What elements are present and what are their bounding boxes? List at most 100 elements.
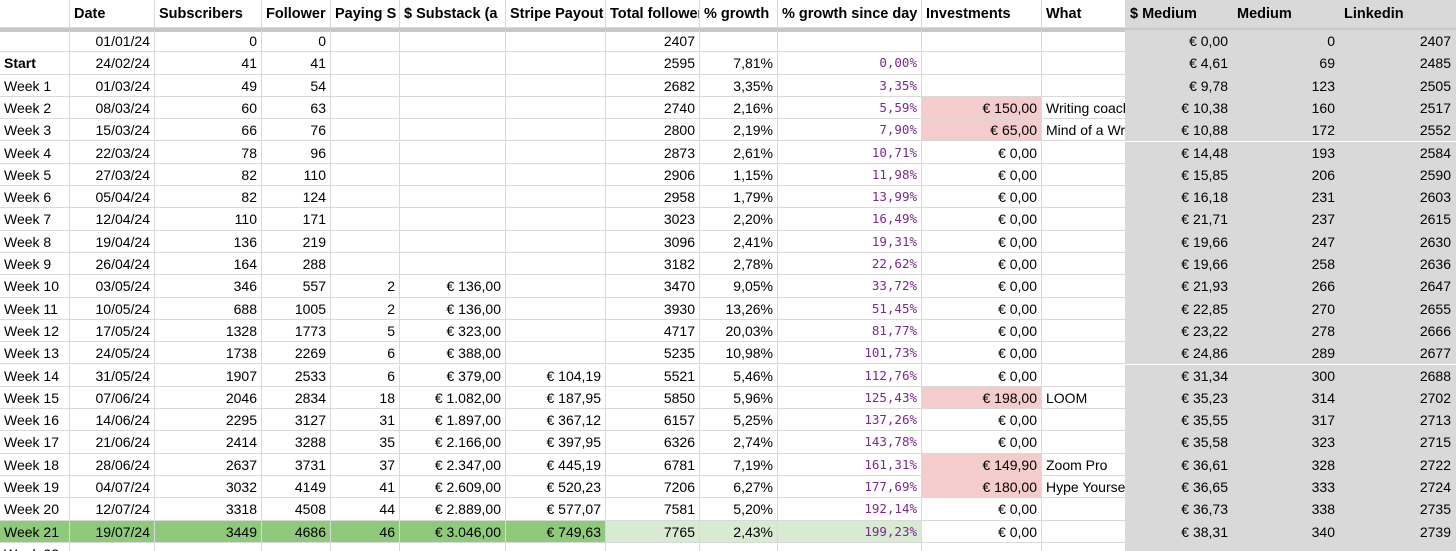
cell-percent-growth-since-day[interactable]: 125,43% [778,386,922,410]
cell-followers[interactable]: 76 [262,119,331,142]
cell-dollar-medium[interactable]: € 38,31 [1126,520,1233,543]
cell-paying-subscribers[interactable] [331,96,400,120]
cell-substack-revenue[interactable]: € 323,00 [400,319,506,343]
cell-row-label[interactable]: Week 22 [0,542,70,551]
cell-row-label[interactable]: Week 5 [0,163,70,187]
cell-linkedin[interactable]: 2735 [1340,498,1456,521]
cell-followers[interactable]: 4149 [262,476,331,499]
cell-substack-revenue[interactable] [400,208,506,231]
cell-substack-revenue[interactable]: € 2.347,00 [400,453,506,476]
cell-stripe-payout[interactable]: € 749,63 [506,520,606,543]
cell-percent-growth-since-day[interactable]: 81,77% [778,319,922,343]
cell-paying-subscribers[interactable]: 2 [331,297,400,320]
cell-row-label[interactable]: Week 17 [0,431,70,454]
cell-row-label[interactable] [0,30,70,53]
cell-dollar-medium[interactable]: € 36,73 [1126,498,1233,521]
cell-percent-growth[interactable]: 5,46% [700,364,778,387]
cell-dollar-medium[interactable]: € 36,65 [1126,476,1233,499]
cell-investments[interactable]: € 0,00 [922,253,1042,276]
cell-substack-revenue[interactable]: € 2.609,00 [400,476,506,499]
cell-subscribers[interactable]: 82 [155,163,262,187]
cell-substack-revenue[interactable] [400,52,506,75]
column-header-percent-growth[interactable]: % growth [700,0,778,28]
cell-substack-revenue[interactable]: € 379,00 [400,364,506,387]
cell-subscribers[interactable]: 3318 [155,498,262,521]
cell-percent-growth-since-day[interactable]: 33,72% [778,275,922,298]
cell-followers[interactable]: 0 [262,30,331,53]
cell-linkedin[interactable]: 2715 [1340,431,1456,454]
cell-followers[interactable]: 110 [262,163,331,187]
cell-what[interactable]: Writing coach [1042,96,1126,120]
cell-date[interactable]: 10/05/24 [70,297,155,320]
cell-stripe-payout[interactable]: € 397,95 [506,431,606,454]
cell-substack-revenue[interactable] [400,186,506,209]
cell-linkedin[interactable]: 2603 [1340,186,1456,209]
cell-investments[interactable]: € 0,00 [922,364,1042,387]
cell-paying-subscribers[interactable]: 41 [331,476,400,499]
cell-percent-growth[interactable]: 6,27% [700,476,778,499]
cell-paying-subscribers[interactable]: 6 [331,342,400,365]
cell-medium[interactable]: 333 [1233,476,1340,499]
cell-medium[interactable]: 314 [1233,386,1340,410]
cell-percent-growth-since-day[interactable]: 101,73% [778,342,922,365]
cell-followers[interactable]: 41 [262,52,331,75]
cell-followers[interactable]: 96 [262,141,331,164]
cell-total-followers[interactable]: 2682 [606,74,700,97]
cell-subscribers[interactable]: 1907 [155,364,262,387]
cell-what[interactable] [1042,30,1126,53]
cell-date[interactable]: 24/02/24 [70,52,155,75]
cell-substack-revenue[interactable] [400,74,506,97]
cell-followers[interactable]: 63 [262,96,331,120]
cell-investments[interactable]: € 0,00 [922,186,1042,209]
cell-stripe-payout[interactable]: € 367,12 [506,409,606,432]
cell-medium[interactable]: 247 [1233,230,1340,253]
cell-date[interactable]: 28/06/24 [70,453,155,476]
cell-date[interactable]: 05/04/24 [70,186,155,209]
cell-investments[interactable]: € 0,00 [922,409,1042,432]
cell-percent-growth-since-day[interactable]: 192,14% [778,498,922,521]
cell-total-followers[interactable]: 2407 [606,30,700,53]
cell-substack-revenue[interactable]: € 136,00 [400,275,506,298]
cell-paying-subscribers[interactable]: 31 [331,409,400,432]
cell-stripe-payout[interactable] [506,275,606,298]
cell-percent-growth[interactable]: 5,96% [700,386,778,410]
cell-row-label[interactable]: Week 10 [0,275,70,298]
cell-row-label[interactable]: Week 13 [0,342,70,365]
cell-medium[interactable]: 300 [1233,364,1340,387]
cell-what[interactable] [1042,542,1126,551]
cell-what[interactable] [1042,342,1126,365]
cell-linkedin[interactable]: 2615 [1340,208,1456,231]
cell-stripe-payout[interactable]: € 577,07 [506,498,606,521]
cell-subscribers[interactable]: 3449 [155,520,262,543]
cell-paying-subscribers[interactable] [331,30,400,53]
cell-row-label[interactable]: Week 3 [0,119,70,142]
cell-percent-growth-since-day[interactable]: 11,98% [778,163,922,187]
cell-linkedin[interactable]: 2552 [1340,119,1456,142]
cell-linkedin[interactable]: 2655 [1340,297,1456,320]
cell-medium[interactable]: 237 [1233,208,1340,231]
cell-medium[interactable]: 270 [1233,297,1340,320]
cell-subscribers[interactable]: 688 [155,297,262,320]
cell-stripe-payout[interactable] [506,208,606,231]
cell-percent-growth-since-day[interactable]: 177,69% [778,476,922,499]
cell-stripe-payout[interactable]: € 187,95 [506,386,606,410]
cell-medium[interactable]: 278 [1233,319,1340,343]
cell-percent-growth-since-day[interactable] [778,542,922,551]
cell-row-label[interactable]: Week 16 [0,409,70,432]
cell-stripe-payout[interactable] [506,141,606,164]
cell-percent-growth-since-day[interactable]: 5,59% [778,96,922,120]
cell-dollar-medium[interactable]: € 31,34 [1126,364,1233,387]
cell-stripe-payout[interactable] [506,230,606,253]
cell-dollar-medium[interactable]: € 16,18 [1126,186,1233,209]
cell-total-followers[interactable]: 2873 [606,141,700,164]
cell-subscribers[interactable]: 66 [155,119,262,142]
cell-medium[interactable]: 0 [1233,30,1340,53]
cell-linkedin[interactable] [1340,542,1456,551]
cell-date[interactable]: 08/03/24 [70,96,155,120]
cell-subscribers[interactable]: 0 [155,30,262,53]
cell-followers[interactable]: 2834 [262,386,331,410]
column-header-followers[interactable]: Follower [262,0,331,28]
cell-followers[interactable]: 4686 [262,520,331,543]
cell-subscribers[interactable]: 49 [155,74,262,97]
cell-investments[interactable]: € 0,00 [922,342,1042,365]
